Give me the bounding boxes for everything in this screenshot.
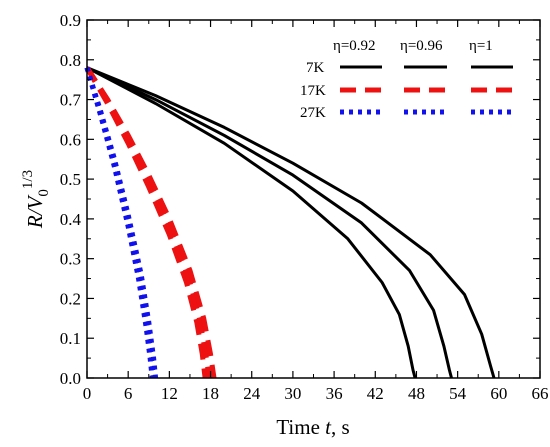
series-line [86,66,496,379]
y-tick-label: 0.1 [60,329,81,348]
ticks-layer: 0 6 12 18 24 30 36 42 48 54 60 66 0.0 0.1 0.2 0.3 0.4 0.5… [60,11,549,403]
series-layer [84,66,496,379]
series-line [86,66,417,379]
series-line [84,66,217,379]
x-tick-label: 66 [532,384,549,403]
y-tick-label: 0.8 [60,51,81,70]
x-tick-label: 0 [83,384,92,403]
y-tick-label: 0.0 [60,369,81,388]
x-tick-label: 42 [367,384,384,403]
series-line [86,66,453,379]
x-tick-label: 30 [284,384,301,403]
y-axis-label: R/V01/3 [20,170,52,229]
y-tick-label: 0.5 [60,170,81,189]
x-tick-label: 24 [243,384,261,403]
legend-column-header: η=1 [469,38,493,54]
y-tick-label: 0.4 [60,210,82,229]
legend-row-label: 27K [300,105,326,121]
y-tick-label: 0.6 [60,130,81,149]
x-axis-label: Time t, s [276,415,349,439]
legend-column-header: η=0.92 [333,38,376,54]
legend-row-label: 17K [300,83,326,99]
x-tick-label: 6 [124,384,133,403]
x-tick-label: 12 [161,384,178,403]
x-tick-label: 48 [408,384,425,403]
legend: η=0.92 η=0.96 η=1 7K 17K 27K [300,38,513,121]
x-tick-label: 54 [449,384,467,403]
y-tick-label: 0.3 [60,250,81,269]
x-tick-label: 36 [326,384,343,403]
series-line [84,66,159,379]
legend-row-label: 7K [306,60,325,76]
x-tick-label: 18 [202,384,219,403]
legend-column-header: η=0.96 [400,38,443,54]
x-tick-label: 60 [490,384,507,403]
y-tick-label: 0.7 [60,91,82,110]
y-tick-label: 0.2 [60,289,81,308]
y-tick-label: 0.9 [60,11,81,30]
